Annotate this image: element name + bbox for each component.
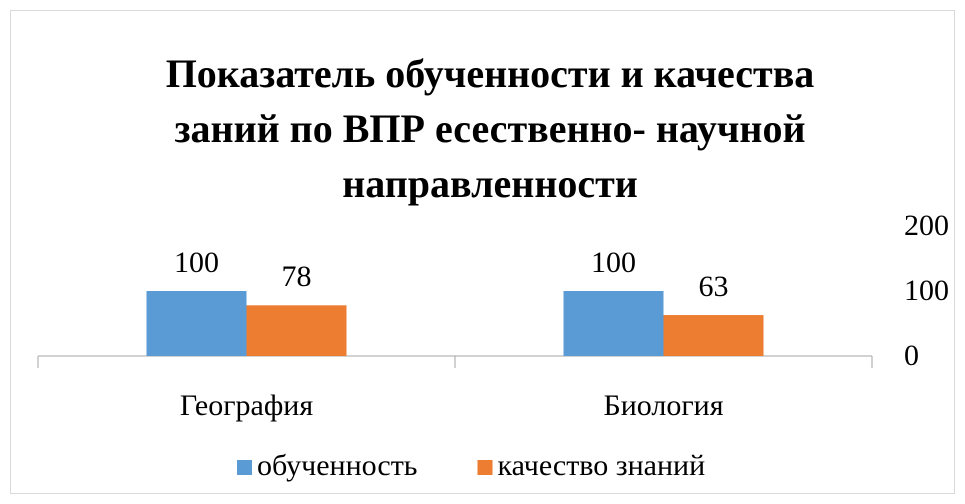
bar xyxy=(146,291,247,356)
value-label: 100 xyxy=(591,246,636,279)
chart-title: Показатель обученности и качества заний п… xyxy=(166,51,815,206)
legend-swatch xyxy=(477,460,493,475)
value-label: 63 xyxy=(699,270,729,303)
bar xyxy=(246,305,347,356)
bar xyxy=(663,315,764,356)
chart-border xyxy=(10,10,955,494)
value-label: 100 xyxy=(174,246,219,279)
bar xyxy=(563,291,664,356)
value-label: 78 xyxy=(282,260,312,293)
y-tick-label: 100 xyxy=(904,274,949,307)
legend-label: качество знаний xyxy=(498,449,706,482)
x-tick-label: Биология xyxy=(603,389,723,422)
y-tick-label: 0 xyxy=(904,339,919,372)
legend-swatch xyxy=(237,460,252,475)
legend-label: обученность xyxy=(257,449,418,482)
y-tick-label: 200 xyxy=(904,209,949,242)
x-tick-label: География xyxy=(180,389,313,422)
